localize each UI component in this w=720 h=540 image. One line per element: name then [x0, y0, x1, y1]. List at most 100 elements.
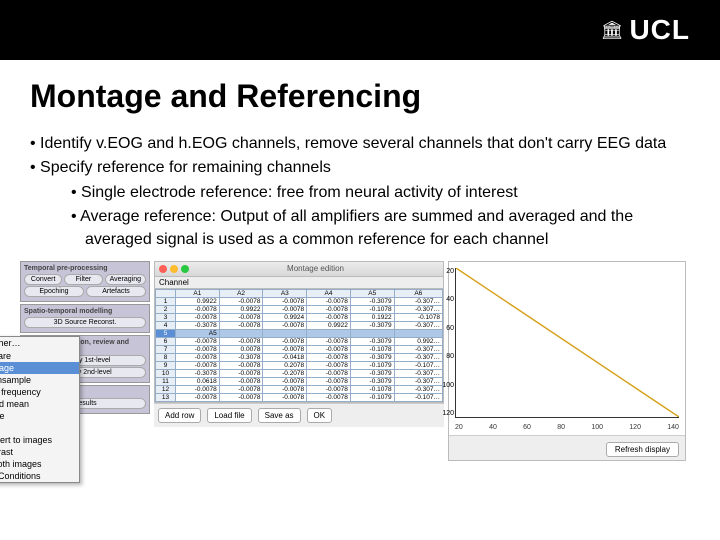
table-cell[interactable]: -0.0078 [263, 393, 307, 401]
table-cell[interactable]: -0.307… [394, 297, 442, 305]
table-cell[interactable]: 0.0618 [176, 377, 220, 385]
table-cell[interactable]: -0.0078 [219, 361, 263, 369]
menu-item[interactable]: Prepare [0, 350, 79, 362]
table-cell[interactable]: -0.0078 [219, 337, 263, 345]
table-cell[interactable]: 0.9922 [176, 297, 220, 305]
table-cell[interactable]: -0.0078 [263, 377, 307, 385]
table-cell[interactable]: -0.0078 [219, 313, 263, 321]
table-col-header[interactable]: A4 [307, 289, 351, 297]
table-cell[interactable]: 13 [156, 393, 176, 401]
table-cell[interactable]: -0.0078 [219, 297, 263, 305]
table-cell[interactable]: 0.2078 [263, 361, 307, 369]
table-cell[interactable]: -0.0078 [176, 345, 220, 353]
table-cell[interactable]: -0.0078 [307, 393, 351, 401]
table-row[interactable]: 3-0.0078-0.00780.9924-0.00780.1922-0.107… [156, 313, 443, 321]
table-cell[interactable]: 11 [156, 377, 176, 385]
table-row[interactable]: 6-0.0078-0.0078-0.0078-0.0078-0.30790.99… [156, 337, 443, 345]
table-cell[interactable]: 0.0078 [219, 345, 263, 353]
table-cell[interactable]: -0.0078 [307, 361, 351, 369]
table-cell[interactable]: -0.0078 [219, 393, 263, 401]
panel-button[interactable]: Epoching [24, 286, 84, 297]
table-cell[interactable]: -0.0078 [176, 337, 220, 345]
menu-item[interactable]: Sort Conditions [0, 470, 79, 482]
menu-item[interactable]: Smooth images [0, 458, 79, 470]
table-cell[interactable]: -0.3079 [350, 369, 394, 377]
panel-button[interactable]: Filter [64, 274, 102, 285]
table-cell[interactable]: -0.3079 [350, 377, 394, 385]
table-cell[interactable]: 0.992… [394, 337, 442, 345]
table-cell[interactable] [394, 329, 442, 337]
table-cell[interactable]: -0.0078 [263, 305, 307, 313]
table-cell[interactable]: -0.307… [394, 369, 442, 377]
menu-item[interactable]: Copy [0, 422, 79, 434]
table-cell[interactable]: -0.107… [394, 361, 442, 369]
table-cell[interactable]: -0.307… [394, 353, 442, 361]
table-cell[interactable]: -0.1079 [350, 361, 394, 369]
table-row[interactable]: 110.0618-0.0078-0.0078-0.0078-0.3079-0.3… [156, 377, 443, 385]
table-cell[interactable]: -0.0078 [263, 321, 307, 329]
table-cell[interactable]: 1 [156, 297, 176, 305]
table-cell[interactable]: -0.0078 [307, 369, 351, 377]
table-cell[interactable]: 0.1922 [350, 313, 394, 321]
table-cell[interactable]: -0.3079 [350, 321, 394, 329]
table-cell[interactable]: -0.0078 [307, 305, 351, 313]
table-cell[interactable]: -0.307… [394, 321, 442, 329]
table-cell[interactable]: 6 [156, 337, 176, 345]
table-cell[interactable]: 0.9922 [307, 321, 351, 329]
dialog-button[interactable]: Load file [207, 408, 251, 423]
table-cell[interactable]: -0.0078 [176, 353, 220, 361]
menu-item[interactable]: Contrast [0, 446, 79, 458]
table-cell[interactable]: -0.0078 [219, 377, 263, 385]
table-cell[interactable]: 2 [156, 305, 176, 313]
panel-button[interactable]: Convert [24, 274, 62, 285]
table-cell[interactable]: -0.0078 [263, 385, 307, 393]
table-col-header[interactable]: A6 [394, 289, 442, 297]
table-cell[interactable]: -0.0078 [307, 385, 351, 393]
table-cell[interactable]: -0.3078 [176, 369, 220, 377]
menu-item[interactable]: Montage [0, 362, 79, 374]
table-cell[interactable]: -0.1078 [350, 385, 394, 393]
table-cell[interactable]: -0.307… [394, 377, 442, 385]
table-cell[interactable]: -0.0078 [307, 377, 351, 385]
table-cell[interactable]: -0.3079 [350, 337, 394, 345]
close-icon[interactable] [159, 265, 167, 273]
table-row[interactable]: 13-0.0078-0.0078-0.0078-0.0078-0.1079-0.… [156, 393, 443, 401]
table-cell[interactable]: -0.307… [394, 345, 442, 353]
table-cell[interactable]: 3 [156, 313, 176, 321]
table-cell[interactable]: 9 [156, 361, 176, 369]
table-cell[interactable]: -0.0418 [263, 353, 307, 361]
table-cell[interactable]: -0.0078 [176, 393, 220, 401]
table-cell[interactable]: -0.0078 [307, 345, 351, 353]
refresh-display-button[interactable]: Refresh display [606, 442, 679, 457]
table-row[interactable]: 10.9922-0.0078-0.0078-0.0078-0.3079-0.30… [156, 297, 443, 305]
table-col-header[interactable]: A3 [263, 289, 307, 297]
table-row[interactable]: 7-0.00780.0078-0.0078-0.0078-0.1078-0.30… [156, 345, 443, 353]
table-cell[interactable]: -0.3079 [350, 297, 394, 305]
table-cell[interactable]: -0.0078 [263, 337, 307, 345]
table-cell[interactable]: -0.107… [394, 393, 442, 401]
table-col-header[interactable] [156, 289, 176, 297]
table-cell[interactable]: A5 [176, 329, 220, 337]
table-col-header[interactable]: A2 [219, 289, 263, 297]
table-row[interactable]: 4-0.3078-0.0078-0.00780.9922-0.3079-0.30… [156, 321, 443, 329]
panel-button[interactable]: Averaging [105, 274, 146, 285]
table-cell[interactable]: 5 [156, 329, 176, 337]
table-cell[interactable]: -0.307… [394, 385, 442, 393]
table-cell[interactable]: -0.3078 [219, 353, 263, 361]
table-row[interactable]: 5A5 [156, 329, 443, 337]
table-cell[interactable]: -0.0078 [219, 321, 263, 329]
menu-item[interactable]: Other… [0, 337, 79, 350]
table-col-header[interactable]: A5 [350, 289, 394, 297]
table-cell[interactable]: -0.1079 [350, 393, 394, 401]
context-menu[interactable]: Other…PrepareMontageDownsampleTime frequ… [0, 336, 80, 483]
table-cell[interactable]: -0.0078 [307, 313, 351, 321]
table-cell[interactable]: -0.0078 [176, 385, 220, 393]
table-cell[interactable]: 8 [156, 353, 176, 361]
table-cell[interactable]: 12 [156, 385, 176, 393]
table-cell[interactable]: -0.0078 [219, 385, 263, 393]
dialog-button[interactable]: Save as [258, 408, 301, 423]
table-row[interactable]: 2-0.00780.9922-0.0078-0.0078-0.1078-0.30… [156, 305, 443, 313]
panel-button[interactable]: 3D Source Reconst. [24, 317, 146, 328]
table-row[interactable]: 8-0.0078-0.3078-0.0418-0.0078-0.3079-0.3… [156, 353, 443, 361]
table-cell[interactable]: -0.0078 [307, 337, 351, 345]
